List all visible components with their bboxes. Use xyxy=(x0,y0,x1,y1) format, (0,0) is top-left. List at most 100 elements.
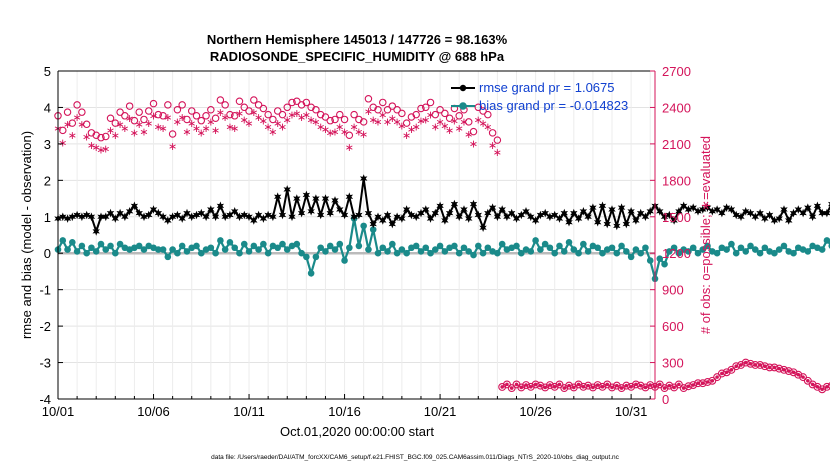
rmse-point xyxy=(288,212,296,222)
rmse-point xyxy=(297,208,306,218)
obs-possible-marker xyxy=(479,107,487,115)
bias-point xyxy=(427,249,434,257)
obs-possible-marker xyxy=(331,115,339,124)
obs-evaluated-marker: ∗ xyxy=(168,140,177,153)
rmse-point xyxy=(818,208,826,218)
obs-evaluated-marker: ∗ xyxy=(268,125,277,138)
bias-point xyxy=(78,242,86,250)
obs-possible-marker xyxy=(813,382,822,391)
obs-possible-marker xyxy=(78,108,86,116)
x-axis-label: Oct.01,2020 00:00:00 start xyxy=(280,424,434,439)
y-tick-label-right: 300 xyxy=(662,356,684,371)
rmse-point xyxy=(149,205,158,214)
obs-evaluated-marker: ∗ xyxy=(201,122,210,135)
bias-point xyxy=(317,244,324,252)
obs-possible-marker xyxy=(168,130,177,138)
obs-possible-marker xyxy=(393,105,401,114)
rmse-point xyxy=(775,214,783,223)
bias-point xyxy=(102,246,110,253)
obs-possible-marker xyxy=(82,120,91,129)
bias-point xyxy=(775,246,783,253)
rmse-point xyxy=(393,212,401,222)
bias-point xyxy=(584,248,592,255)
bias-point xyxy=(532,237,539,244)
rmse-point xyxy=(431,208,439,218)
rmse-point xyxy=(636,208,645,218)
obs-possible-marker xyxy=(345,131,354,139)
obs-possible-marker xyxy=(321,113,330,121)
rmse-point xyxy=(498,205,506,214)
obs-possible-marker xyxy=(717,369,726,378)
rmse-point xyxy=(617,203,626,212)
obs-possible-marker xyxy=(698,379,707,388)
bias-point xyxy=(112,249,119,257)
bias-point xyxy=(236,249,243,257)
obs-evaluated-marker: ∗ xyxy=(273,117,282,130)
obs-possible-marker xyxy=(818,385,827,394)
obs-possible-marker xyxy=(417,104,425,113)
bias-point xyxy=(255,246,262,253)
obs-evaluated-marker: ∗ xyxy=(244,117,253,130)
obs-possible-marker xyxy=(192,112,201,120)
rmse-point xyxy=(145,210,153,220)
rmse-point xyxy=(178,214,186,223)
obs-possible-marker xyxy=(269,115,277,124)
rmse-point xyxy=(646,207,654,216)
obs-evaluated-marker: ∗ xyxy=(392,116,401,129)
rmse-point xyxy=(560,208,568,218)
obs-possible-marker xyxy=(522,381,530,389)
obs-evaluated-marker xyxy=(572,385,576,390)
bias-point xyxy=(212,249,219,257)
obs-evaluated-marker: ∗ xyxy=(130,127,139,140)
bias-point xyxy=(780,242,788,250)
rmse-point xyxy=(613,221,621,231)
plot-area: ∗∗∗∗∗∗∗∗∗∗∗∗∗∗∗∗∗∗∗∗∗∗∗∗∗∗∗∗∗∗∗∗∗∗∗∗∗∗∗∗… xyxy=(53,95,830,394)
rmse-point xyxy=(517,210,525,220)
bias-point xyxy=(747,242,754,250)
rmse-point xyxy=(665,210,674,220)
rmse-point xyxy=(765,210,774,220)
obs-evaluated-marker: ∗ xyxy=(283,113,292,126)
obs-evaluated-marker: ∗ xyxy=(240,113,249,126)
obs-evaluated-marker xyxy=(600,385,605,389)
bias-point xyxy=(231,244,239,252)
rmse-point xyxy=(823,208,830,218)
obs-evaluated-marker: ∗ xyxy=(407,123,416,136)
chart-title: Northern Hemisphere 145013 / 147726 = 98… xyxy=(207,32,508,47)
obs-evaluated-marker xyxy=(681,386,686,390)
rmse-point xyxy=(708,207,716,216)
obs-possible-marker xyxy=(794,370,803,379)
obs-evaluated-marker xyxy=(619,386,624,390)
rmse-point xyxy=(589,203,597,212)
bias-point xyxy=(575,249,582,257)
obs-evaluated-marker: ∗ xyxy=(115,118,124,131)
rmse-point xyxy=(336,205,344,214)
bias-point xyxy=(164,253,172,261)
obs-evaluated-marker xyxy=(715,375,719,379)
obs-possible-marker xyxy=(660,384,669,393)
bias-point xyxy=(436,242,444,250)
rmse-point xyxy=(484,208,492,218)
y-tick-label-right: 2400 xyxy=(662,100,691,115)
bias-point xyxy=(283,246,291,253)
obs-evaluated-marker: ∗ xyxy=(412,121,421,134)
rmse-point xyxy=(111,214,119,223)
rmse-point xyxy=(474,210,482,220)
obs-possible-marker xyxy=(574,380,583,389)
bias-point xyxy=(360,222,367,230)
bias-point xyxy=(470,251,477,259)
y-tick-label-left: 2 xyxy=(44,173,51,188)
obs-possible-marker xyxy=(498,383,507,391)
obs-possible-marker xyxy=(593,381,602,389)
obs-evaluated-marker: ∗ xyxy=(135,118,144,131)
obs-possible-marker xyxy=(565,381,573,390)
obs-evaluated-marker xyxy=(696,381,700,386)
obs-possible-marker xyxy=(770,363,779,372)
bias-point xyxy=(646,257,654,264)
obs-evaluated-marker: ∗ xyxy=(493,146,502,159)
bias-point xyxy=(517,249,525,257)
obs-possible-marker xyxy=(679,384,688,393)
obs-evaluated-marker: ∗ xyxy=(182,125,191,138)
bias-point xyxy=(527,248,535,255)
bias-point xyxy=(403,249,410,257)
